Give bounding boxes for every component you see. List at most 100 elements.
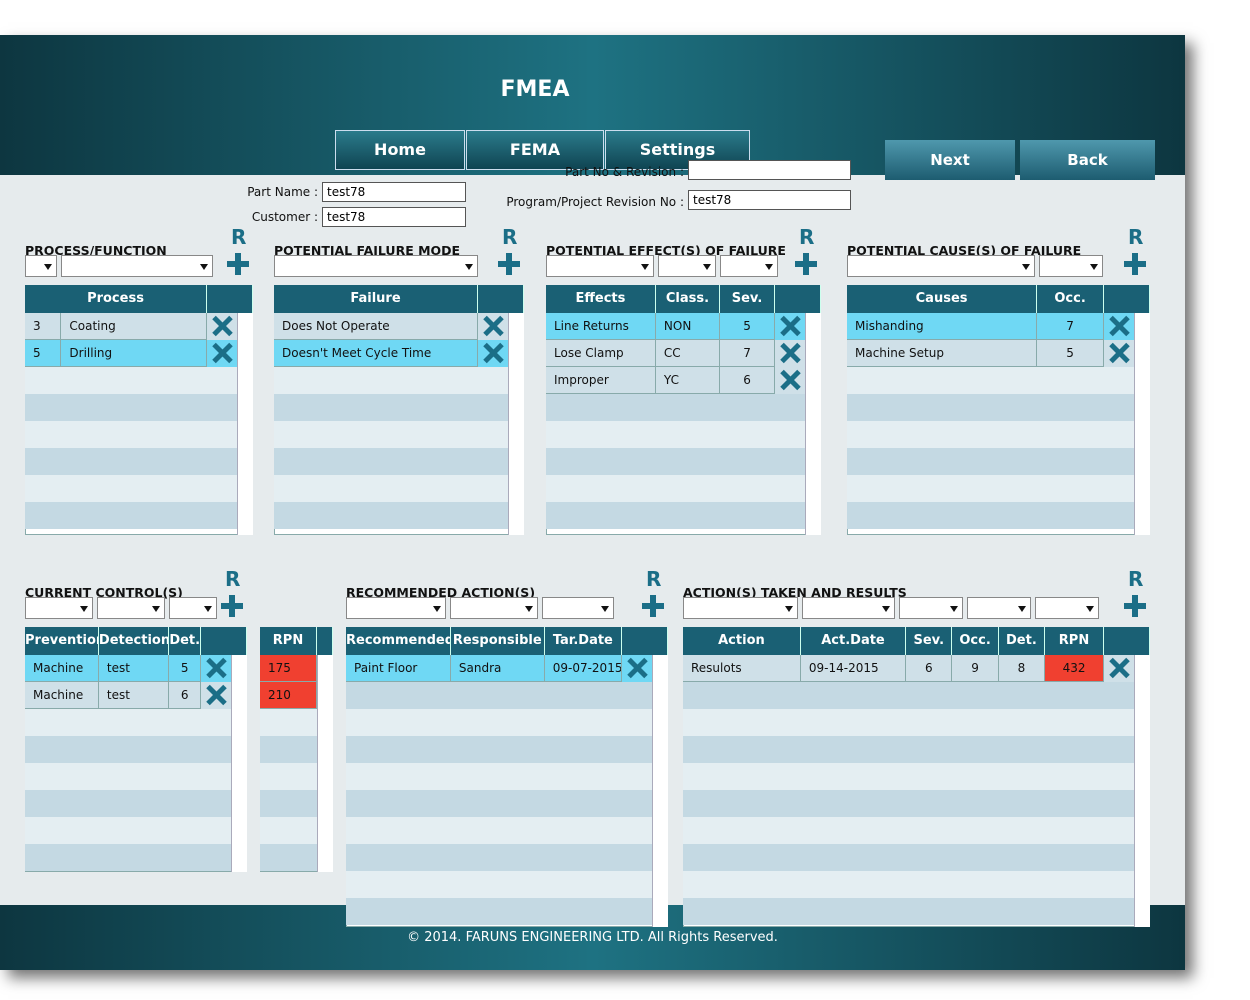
delete-button[interactable]: [482, 342, 504, 364]
empty-row: [260, 844, 317, 871]
table-cell: Resulots: [683, 655, 801, 682]
refresh-button[interactable]: R: [231, 225, 247, 249]
delete-button[interactable]: [779, 369, 801, 391]
column-header: Effects: [546, 285, 656, 313]
tab[interactable]: Home: [335, 130, 465, 170]
empty-row: [346, 682, 652, 709]
column-header: Prevention: [25, 627, 99, 655]
empty-row: [346, 763, 652, 790]
dropdown[interactable]: [683, 597, 798, 619]
add-button[interactable]: [1124, 253, 1146, 275]
dropdown[interactable]: [802, 597, 895, 619]
empty-row: [260, 763, 317, 790]
column-header: Responsible: [450, 627, 545, 655]
empty-row: [847, 475, 1134, 502]
refresh-button[interactable]: R: [799, 225, 815, 249]
dropdown[interactable]: [25, 255, 57, 277]
scrollbar: [508, 313, 524, 535]
dropdown[interactable]: [658, 255, 716, 277]
field-label: Part No & Revision :: [565, 165, 684, 179]
column-header: [207, 285, 253, 313]
tab[interactable]: FEMA: [466, 130, 604, 170]
dropdown[interactable]: [546, 255, 654, 277]
empty-row: [546, 421, 805, 448]
refresh-button[interactable]: R: [1128, 225, 1144, 249]
column-header: RPN: [260, 627, 317, 655]
table-cell: Improper: [546, 367, 656, 394]
empty-row: [683, 817, 1134, 844]
table-cell: Machine Setup: [847, 340, 1038, 367]
dropdown[interactable]: [899, 597, 963, 619]
text-input[interactable]: test78: [322, 182, 466, 202]
table-cell: 210: [260, 682, 317, 709]
table-cell: 5: [169, 655, 201, 682]
column-header: [1104, 627, 1150, 655]
delete-button[interactable]: [779, 315, 801, 337]
column-header: Action: [683, 627, 801, 655]
text-input[interactable]: [688, 160, 851, 180]
delete-button[interactable]: [211, 315, 233, 337]
refresh-button[interactable]: R: [1128, 567, 1144, 591]
dropdown[interactable]: [25, 597, 93, 619]
add-button[interactable]: [642, 595, 664, 617]
refresh-button[interactable]: R: [225, 567, 241, 591]
table-cell: 5: [1037, 340, 1104, 367]
table-cell: 8: [998, 655, 1046, 682]
dropdown[interactable]: [346, 597, 446, 619]
empty-row: [847, 394, 1134, 421]
empty-row: [25, 790, 231, 817]
panel-title: CURRENT CONTROL(S): [25, 585, 183, 600]
text-input[interactable]: test78: [688, 190, 851, 210]
delete-button[interactable]: [205, 684, 227, 706]
table-cell: Lose Clamp: [546, 340, 656, 367]
empty-row: [25, 736, 231, 763]
dropdown[interactable]: [967, 597, 1031, 619]
add-button[interactable]: [498, 253, 520, 275]
dropdown[interactable]: [450, 597, 538, 619]
delete-button[interactable]: [205, 657, 227, 679]
add-button[interactable]: [795, 253, 817, 275]
table-cell: 432: [1045, 655, 1104, 682]
dropdown[interactable]: [1035, 597, 1099, 619]
column-header: Act.Date: [800, 627, 907, 655]
empty-row: [346, 898, 652, 925]
column-header: [201, 627, 247, 655]
scrollbar: [652, 655, 668, 927]
refresh-button[interactable]: R: [502, 225, 518, 249]
table-cell: Sandra: [450, 655, 545, 682]
dropdown[interactable]: [847, 255, 1035, 277]
refresh-button[interactable]: R: [646, 567, 662, 591]
empty-row: [260, 736, 317, 763]
empty-row: [346, 844, 652, 871]
delete-button[interactable]: [779, 342, 801, 364]
delete-button[interactable]: [1108, 342, 1130, 364]
dropdown[interactable]: [61, 255, 213, 277]
column-header: [775, 285, 821, 313]
add-button[interactable]: [227, 253, 249, 275]
dropdown[interactable]: [97, 597, 165, 619]
delete-button[interactable]: [482, 315, 504, 337]
scrollbar: [237, 313, 253, 535]
delete-button[interactable]: [1108, 657, 1130, 679]
dropdown[interactable]: [274, 255, 478, 277]
table-cell: 9: [952, 655, 999, 682]
nav-button[interactable]: Next: [885, 140, 1015, 180]
empty-row: [346, 736, 652, 763]
empty-row: [683, 763, 1134, 790]
column-header: Tar.Date: [544, 627, 622, 655]
dropdown[interactable]: [542, 597, 614, 619]
add-button[interactable]: [221, 595, 243, 617]
dropdown[interactable]: [169, 597, 217, 619]
nav-button[interactable]: Back: [1020, 140, 1155, 180]
empty-row: [25, 709, 231, 736]
dropdown[interactable]: [720, 255, 778, 277]
delete-button[interactable]: [626, 657, 648, 679]
add-button[interactable]: [1124, 595, 1146, 617]
dropdown[interactable]: [1039, 255, 1103, 277]
delete-button[interactable]: [211, 342, 233, 364]
delete-button[interactable]: [1108, 315, 1130, 337]
scrollbar: [1134, 655, 1150, 927]
table-cell: Coating: [61, 313, 207, 340]
empty-row: [847, 421, 1134, 448]
text-input[interactable]: test78: [322, 207, 466, 227]
